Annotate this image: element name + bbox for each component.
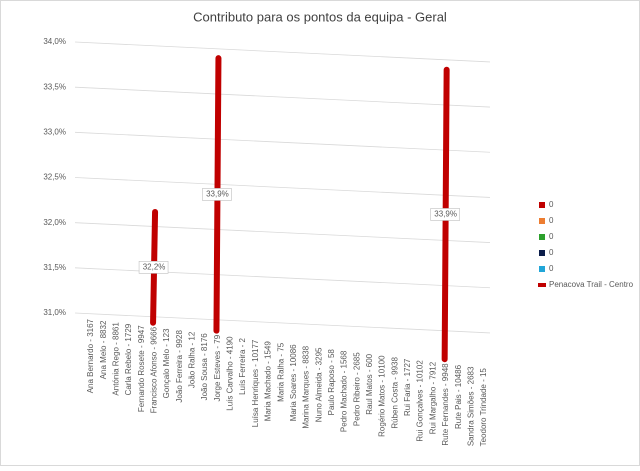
data-label: 33,9% (434, 210, 457, 219)
y-tick-label: 31,0% (43, 308, 66, 317)
x-tick-label: Rute Pais - 10486 (454, 364, 463, 429)
x-tick-label: João Ferreira - 9928 (175, 330, 184, 403)
legend-marker (539, 234, 545, 240)
y-tick-label: 32,5% (43, 173, 66, 182)
x-tick-label: Rui Margalho - 7912 (428, 361, 437, 434)
x-tick-label: Rúben Costa - 9938 (390, 356, 399, 428)
legend-marker (539, 250, 545, 256)
legend-label: 0 (549, 264, 554, 273)
data-label-box (202, 188, 232, 201)
legend-label: 0 (549, 232, 554, 241)
legend-marker (539, 266, 545, 272)
x-tick-label: Antónia Rego - 8861 (111, 322, 120, 396)
y-tick-label: 32,0% (43, 218, 66, 227)
x-tick-label: Maria Ralha - 75 (276, 342, 285, 402)
x-tick-label: Teodoro Trindade - 15 (479, 368, 488, 447)
x-tick-label: Rui Faria - 1727 (403, 358, 412, 416)
y-tick-label: 33,5% (43, 82, 66, 91)
x-tick-label: Sandra Simões - 2683 (466, 366, 475, 446)
x-tick-label: Luísa Henriques - 10177 (251, 339, 260, 427)
legend-marker (539, 202, 545, 208)
x-tick-label: Rui Gonçalves - 10102 (416, 360, 425, 442)
x-tick-label: Maria Soares - 10086 (289, 344, 298, 421)
chart-title: Contributo para os pontos da equipa - Ge… (193, 9, 447, 24)
x-tick-label: Ana Bernardo - 3167 (86, 318, 95, 393)
grid-line (74, 177, 491, 198)
x-tick-label: Maria Machado - 1549 (264, 341, 273, 422)
data-label: 32,2% (143, 262, 166, 271)
y-tick-label: 33,0% (43, 127, 66, 136)
x-tick-label: Rogério Matos - 10100 (378, 355, 387, 437)
legend-label: Penacova Trail - Centro (549, 280, 634, 289)
x-tick-label: Paulo Raposo - 58 (327, 349, 336, 416)
x-tick-label: Luís Carvalho - 4190 (226, 336, 235, 411)
legend-label: 0 (549, 248, 554, 257)
x-tick-label: Pedro Machado - 1568 (340, 350, 349, 432)
x-tick-label: Ana Melo - 8832 (99, 320, 108, 379)
x-tick-label: Fernando Rosete - 9947 (137, 325, 146, 412)
x-tick-label: João Sousa - 8176 (200, 333, 209, 401)
legend-label: 0 (549, 216, 554, 225)
x-tick-label: Raul Matos - 600 (365, 353, 374, 414)
x-tick-label: João Ralha - 12 (188, 331, 197, 388)
x-tick-label: Marina Marques - 8838 (302, 345, 311, 428)
grid-line (74, 222, 491, 243)
x-tick-label: Francisco Afonso - 9666 (149, 326, 158, 413)
x-tick-label: Carla Rebelo - 1729 (124, 323, 133, 395)
y-tick-label: 31,5% (43, 263, 66, 272)
grid-line (74, 131, 491, 153)
data-label-box (138, 261, 169, 274)
data-label: 33,9% (206, 190, 229, 199)
x-tick-label: Jorge Esteves - 79 (213, 334, 222, 401)
grid-line (74, 312, 491, 334)
legend-label: 0 (549, 200, 554, 209)
y-tick-label: 34,0% (43, 37, 66, 46)
legend-marker (539, 218, 545, 224)
data-label-box (430, 208, 460, 221)
x-tick-label: Luís Ferreira - 2 (238, 337, 247, 394)
grid-line (74, 86, 491, 108)
x-tick-label: Rute Fernandes - 9948 (441, 363, 450, 446)
x-tick-label: Gonçalo Melo - 123 (162, 328, 171, 398)
x-tick-label: Nuno Almeida - 3295 (314, 347, 323, 422)
grid-line (74, 41, 491, 63)
x-tick-label: Pedro Ribeiro - 2685 (352, 352, 361, 426)
